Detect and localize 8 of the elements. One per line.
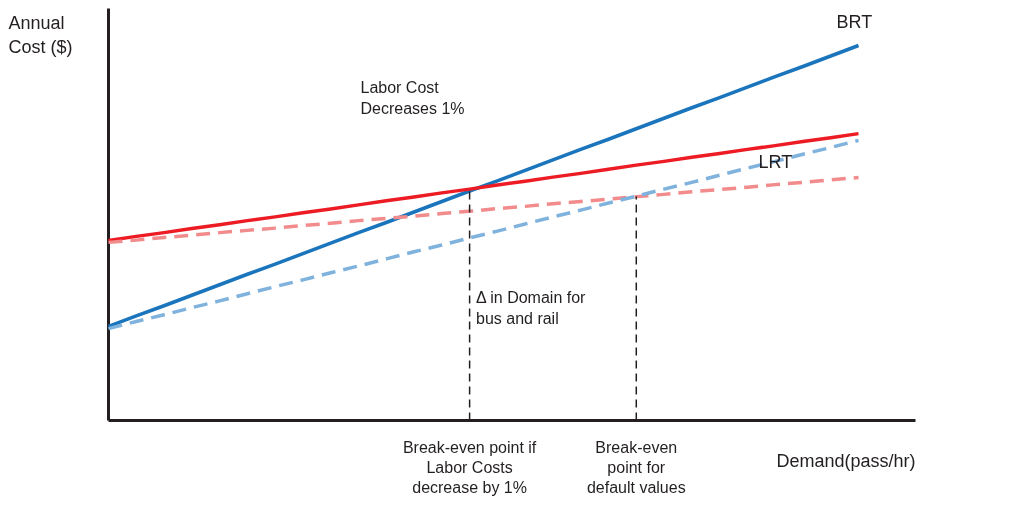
series-label: LRT xyxy=(758,151,793,172)
x-tick-label: Break-even point if Labor Costs decrease by 1% xyxy=(402,438,537,497)
x-tick-label: Break-even point for default values xyxy=(586,438,686,497)
y-axis-title: Annual Cost ($) xyxy=(8,12,73,57)
annotation: Δ in Domain for bus and rail xyxy=(476,289,587,327)
series-label: BRT xyxy=(836,11,873,32)
x-axis-title: Demand(pass/hr) xyxy=(776,450,916,471)
annotation: Labor Cost Decreases 1% xyxy=(360,79,465,117)
